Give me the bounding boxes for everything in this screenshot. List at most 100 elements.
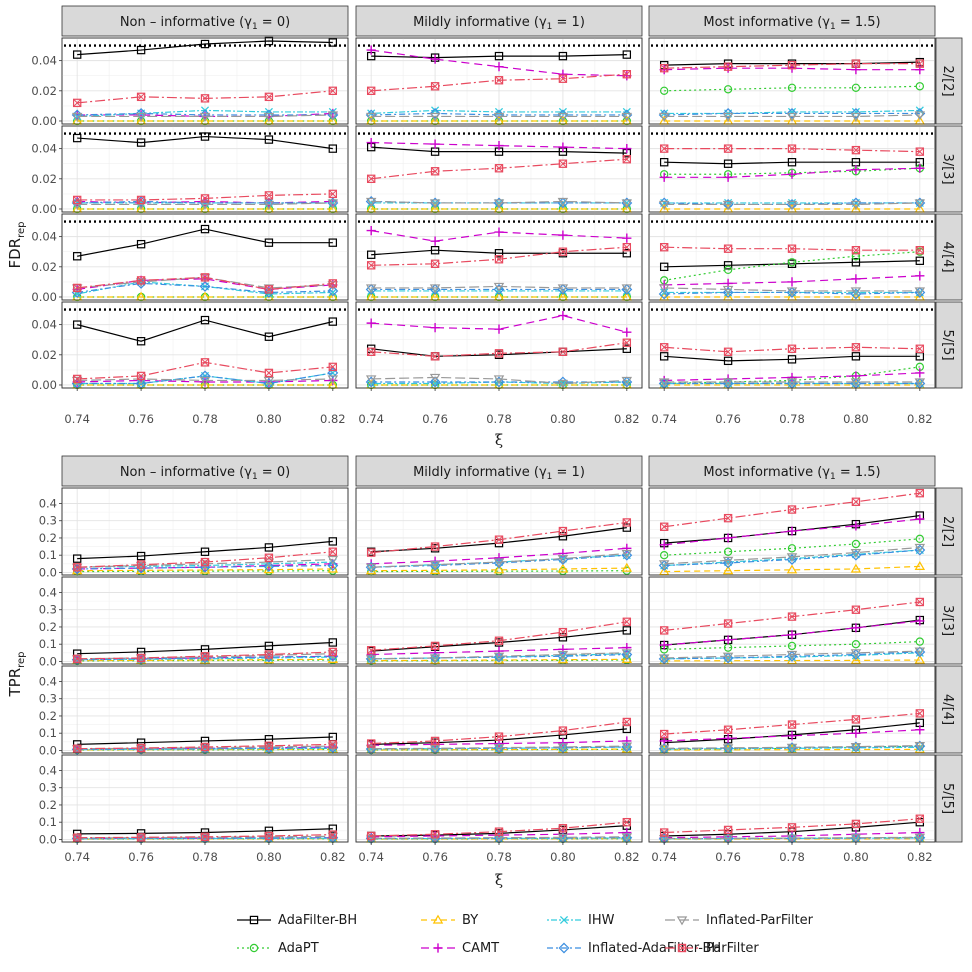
marker-square [200,132,210,141]
y-tick-label: 0.2 [39,620,57,634]
marker-square-x [787,244,797,253]
marker-plus [494,646,504,656]
series-line [664,744,920,749]
marker-plus [494,324,504,334]
marker-square-x [558,159,568,168]
panel [648,576,936,665]
y-tick-label: 0.0 [39,654,57,668]
panel [61,213,349,302]
marker-square-x-cross [788,344,796,353]
marker-square [622,626,632,635]
marker-triangle-down [722,285,734,295]
marker-triangle-down [557,833,569,843]
marker-square-x [723,347,733,356]
marker-triangle-down [493,112,505,122]
marker-triangle-down [135,744,147,754]
y-axis-label-main: FDR [6,238,24,269]
marker-square-x [659,343,669,352]
marker-square-x [136,743,146,753]
marker-square-x [430,830,440,839]
series-line [77,200,333,204]
marker-square-x-cross [495,535,503,544]
marker-triangle-down [493,558,505,568]
marker-plus [851,165,861,175]
marker-triangle-down [327,111,339,121]
marker-square-x-cross [73,563,82,572]
x-tick-label: 0.78 [192,412,218,426]
marker-square-x-cross [264,650,273,659]
marker-square-x [915,246,925,255]
marker-square-x-cross [328,547,337,556]
panel [355,213,643,302]
marker-square-x-cross [622,617,631,626]
y-tick-label: 0.00 [31,378,57,392]
marker-diamond [327,367,339,379]
marker-plus [787,372,797,383]
marker-square-x [558,347,568,356]
panel [61,665,349,755]
marker-triangle-down [429,199,441,209]
marker-square-x [851,59,861,68]
marker-square-x-cross [495,349,503,358]
y-tick-label: 0.02 [31,84,57,98]
marker-square-x-cross [73,654,82,663]
strip-label-subscript: 1 [547,22,553,32]
marker-triangle-down [365,375,377,385]
column-strip-label: Non – informative (γ1 = 0) [120,465,290,482]
marker-square-x [622,338,632,347]
panel [648,213,936,301]
column-strip [355,455,643,487]
marker-circle [723,265,733,275]
marker-square-x-cross [328,362,337,371]
legend-label: Inflated-ParFilter [706,912,814,928]
y-tick-label: 0.4 [39,675,57,689]
y-tick-label: 0.1 [39,637,57,651]
marker-square-x [659,626,669,635]
marker-square-x [136,195,146,205]
marker-square-x [558,74,568,83]
marker-triangle-down [658,112,670,122]
marker-square [328,38,338,47]
marker-plus [558,310,568,321]
marker-square-x-cross [558,824,567,833]
marker-plus [915,725,925,735]
marker-square-x [366,261,376,270]
marker-square-x [622,154,632,164]
strip-label-text: Non – informative (γ [120,465,252,480]
marker-square-x [787,144,797,153]
marker-square-x-cross [558,628,567,637]
marker-square [915,256,925,265]
marker-square-x [622,817,632,827]
series-line [77,40,333,56]
y-tick-label: 0.4 [39,586,57,600]
marker-square-x-cross [788,244,796,253]
marker-plus [915,616,925,626]
marker-triangle-down [621,649,633,659]
marker-square [494,51,504,61]
marker-x [622,107,631,116]
marker-plus [851,728,861,738]
marker-plus [366,318,376,328]
series-line [371,629,627,652]
panel-border [648,665,936,754]
marker-square [622,523,632,532]
marker-triangle-down [914,199,926,209]
marker-square-x [558,247,568,256]
marker-square-x-cross [431,830,440,839]
marker-square [366,250,376,259]
marker-square-x [494,732,504,741]
series-line [371,146,627,154]
y-tick-label: 0.0 [39,832,57,846]
marker-triangle-down [621,742,633,752]
marker-square-x [787,60,797,70]
marker-diamond [786,554,798,565]
x-tick-label: 0.76 [128,412,154,426]
marker-triangle-down [557,112,569,122]
marker-triangle-down [429,834,441,844]
marker-diamond [327,560,339,571]
marker-square-x [915,59,925,68]
marker-square-x [264,368,274,378]
marker-square-x-cross [788,612,796,621]
row-strip [935,213,963,301]
marker-square-x-cross [367,832,376,840]
